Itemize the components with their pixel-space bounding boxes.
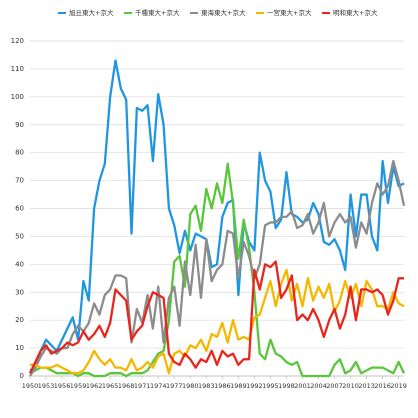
x-tick-label: 1965 (102, 382, 119, 390)
x-tick-label: 1971 (134, 382, 151, 390)
y-tick-label: 0 (20, 372, 24, 380)
legend-label: 東海東大+京大 (201, 8, 246, 17)
x-tick-label: 1953 (38, 382, 55, 390)
x-tick-label: 1989 (230, 382, 247, 390)
legend-label: 旭丘東大+京大 (69, 8, 114, 17)
y-tick-label: 40 (15, 260, 24, 268)
x-tick-label: 2016 (374, 382, 391, 390)
y-tick-label: 110 (11, 65, 24, 73)
series-line (29, 162, 406, 378)
series-line (30, 268, 405, 375)
x-tick-label: 1962 (86, 382, 103, 390)
x-tick-label: 2001 (294, 382, 311, 390)
x-tick-label: 1968 (118, 382, 135, 390)
y-tick-label: 100 (11, 93, 24, 101)
y-tick-label: 30 (15, 288, 24, 296)
y-tick-label: 50 (15, 232, 24, 240)
y-tick-label: 20 (15, 316, 24, 324)
x-tick-label: 1992 (246, 382, 263, 390)
x-tick-label: 1977 (166, 382, 183, 390)
y-tick-label: 90 (15, 121, 24, 129)
y-tick-label: 80 (15, 149, 24, 157)
y-tick-label: 60 (15, 205, 24, 213)
legend-label: 千種東大+京大 (135, 8, 180, 17)
y-tick-label: 120 (11, 37, 24, 45)
series-line (29, 59, 405, 372)
series-line (29, 159, 406, 377)
legend-label: 一宮東大+京大 (267, 8, 312, 17)
x-tick-label: 1950 (22, 382, 39, 390)
x-tick-label: 2010 (342, 382, 359, 390)
legend-label: 明和東大+京大 (333, 8, 378, 17)
x-tick-label: 2004 (310, 382, 327, 390)
series-line (28, 260, 404, 374)
x-tick-label: 1974 (150, 382, 167, 390)
x-tick-label: 1995 (262, 382, 279, 390)
x-tick-label: 1956 (54, 382, 71, 390)
x-tick-label: 1998 (278, 382, 295, 390)
y-tick-label: 70 (15, 177, 24, 185)
x-tick-label: 2013 (358, 382, 375, 390)
x-tick-label: 1983 (198, 382, 215, 390)
x-tick-label: 1980 (182, 382, 199, 390)
x-tick-label: 2019 (390, 382, 407, 390)
x-tick-label: 1986 (214, 382, 231, 390)
x-tick-label: 2007 (326, 382, 343, 390)
y-tick-label: 10 (15, 344, 24, 352)
x-tick-label: 1959 (70, 382, 87, 390)
